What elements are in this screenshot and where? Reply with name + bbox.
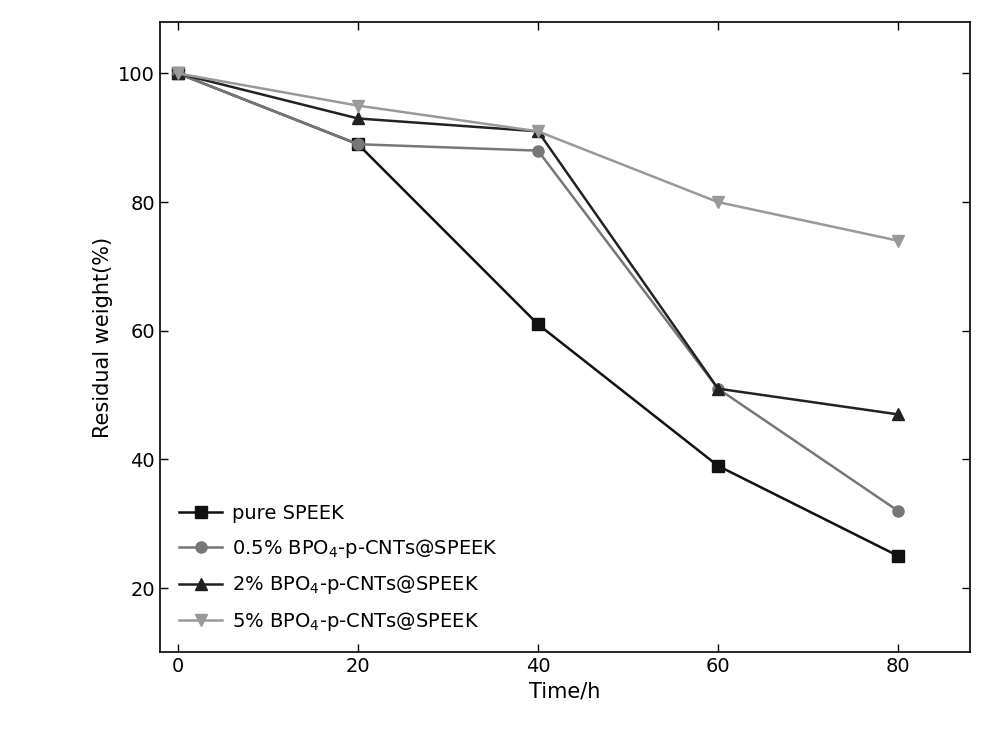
5% BPO$_4$-p-CNTs@SPEEK — [172, 69, 184, 78]
X-axis label: Time/h: Time/h — [529, 682, 601, 701]
5% BPO$_4$-p-CNTs@SPEEK — [712, 198, 724, 207]
0.5% BPO$_4$-p-CNTs@SPEEK — [532, 147, 544, 155]
pure SPEEK — [532, 320, 544, 328]
pure SPEEK — [712, 462, 724, 471]
Line: 0.5% BPO$_4$-p-CNTs@SPEEK: 0.5% BPO$_4$-p-CNTs@SPEEK — [172, 68, 904, 517]
0.5% BPO$_4$-p-CNTs@SPEEK — [712, 384, 724, 393]
5% BPO$_4$-p-CNTs@SPEEK — [892, 236, 904, 245]
0.5% BPO$_4$-p-CNTs@SPEEK — [172, 69, 184, 78]
2% BPO$_4$-p-CNTs@SPEEK — [172, 69, 184, 78]
pure SPEEK — [352, 140, 364, 149]
2% BPO$_4$-p-CNTs@SPEEK — [712, 384, 724, 393]
Legend: pure SPEEK, 0.5% BPO$_4$-p-CNTs@SPEEK, 2% BPO$_4$-p-CNTs@SPEEK, 5% BPO$_4$-p-CNT: pure SPEEK, 0.5% BPO$_4$-p-CNTs@SPEEK, 2… — [170, 494, 507, 643]
2% BPO$_4$-p-CNTs@SPEEK — [532, 127, 544, 136]
2% BPO$_4$-p-CNTs@SPEEK — [352, 114, 364, 123]
Y-axis label: Residual weight(%): Residual weight(%) — [93, 237, 113, 438]
pure SPEEK — [172, 69, 184, 78]
5% BPO$_4$-p-CNTs@SPEEK — [532, 127, 544, 136]
pure SPEEK — [892, 551, 904, 560]
Line: 2% BPO$_4$-p-CNTs@SPEEK: 2% BPO$_4$-p-CNTs@SPEEK — [172, 68, 904, 420]
5% BPO$_4$-p-CNTs@SPEEK — [352, 101, 364, 110]
Line: 5% BPO$_4$-p-CNTs@SPEEK: 5% BPO$_4$-p-CNTs@SPEEK — [172, 68, 904, 246]
2% BPO$_4$-p-CNTs@SPEEK — [892, 410, 904, 419]
0.5% BPO$_4$-p-CNTs@SPEEK — [892, 507, 904, 515]
Line: pure SPEEK: pure SPEEK — [172, 68, 904, 561]
0.5% BPO$_4$-p-CNTs@SPEEK — [352, 140, 364, 149]
